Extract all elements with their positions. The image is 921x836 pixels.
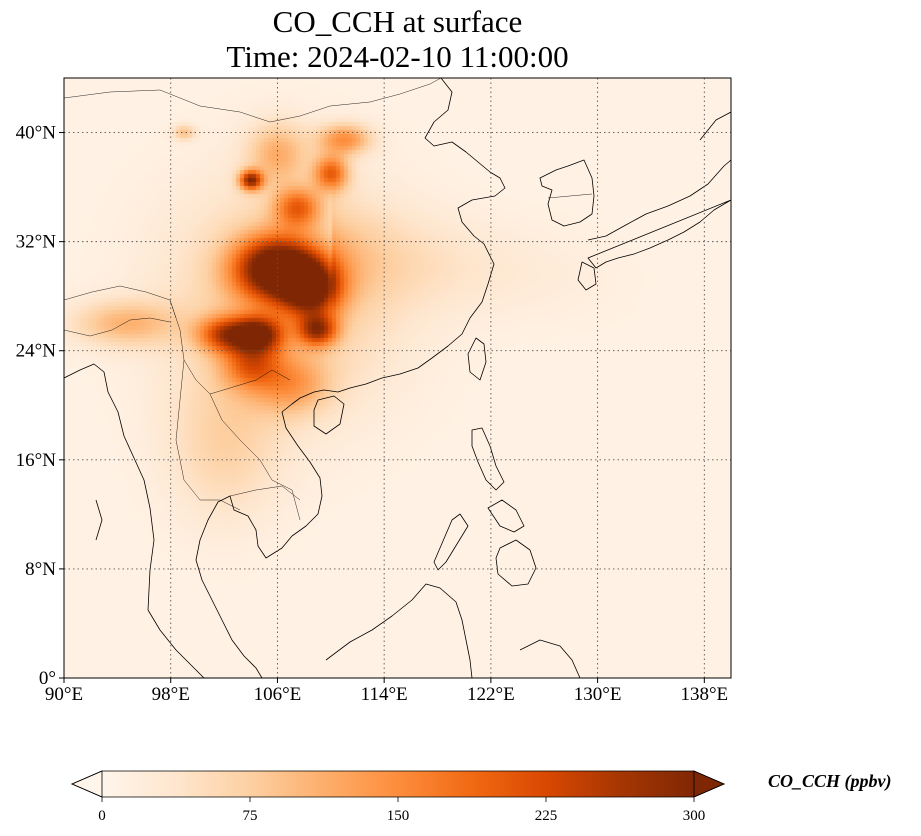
- border-mongolia: [64, 78, 442, 123]
- colorbar-ticks: 0 75 150 225 300: [98, 797, 705, 824]
- island-palawan: [433, 513, 469, 571]
- longitude-tick-label: 130°E: [574, 684, 622, 705]
- colorbar-tick-label: 75: [243, 808, 258, 824]
- longitude-tick-label: 138°E: [680, 684, 728, 705]
- island-japan: [587, 159, 731, 269]
- graticule: [64, 78, 731, 678]
- latitude-tick-label: 16°N: [16, 450, 57, 471]
- border-korea-dmz: [547, 193, 593, 199]
- island-borneo: [325, 583, 473, 678]
- colorbar-extend-high: [693, 770, 726, 798]
- longitude-tick-label: 122°E: [467, 684, 515, 705]
- map-title-line1: CO_CCH at surface: [272, 4, 523, 39]
- coastlines: [64, 78, 731, 678]
- coastline-sulawesi: [519, 639, 581, 678]
- border-bangladesh: [64, 317, 171, 337]
- longitude-tick-label: 106°E: [254, 684, 302, 705]
- colorbar-label: CO_CCH (ppbv): [768, 771, 892, 792]
- borders: [64, 78, 593, 521]
- latitude-tick-label: 8°N: [25, 559, 56, 580]
- colorbar-tick-label: 225: [535, 808, 558, 824]
- colorbar-tick-label: 300: [683, 808, 706, 824]
- border-laos-vietnam: [209, 393, 301, 521]
- island-visayas: [487, 499, 525, 533]
- border-thailand: [175, 359, 241, 511]
- island-sri-lanka-hint: [95, 499, 103, 541]
- colorbar-tick-label: 150: [387, 808, 410, 824]
- island-mindanao: [495, 539, 537, 587]
- island-hokkaido: [699, 111, 731, 141]
- longitude-tick-label: 90°E: [45, 684, 83, 705]
- coastline-malaya: [147, 609, 205, 678]
- colorbar-tick-label: 0: [98, 808, 106, 824]
- latitude-tick-label: 0°: [39, 668, 56, 689]
- colorbar-ramp: [102, 771, 694, 797]
- map-panel: [63, 77, 732, 679]
- peninsula-korea: [539, 159, 595, 227]
- latitude-tick-label: 24°N: [16, 341, 57, 362]
- longitude-tick-label: 98°E: [152, 684, 190, 705]
- colorbar-extend-low: [70, 770, 103, 798]
- map-frame: [63, 77, 732, 679]
- island-kyushu: [577, 261, 597, 291]
- coastline-east-asia: [195, 78, 506, 678]
- latitude-ticks: 0° 8°N 16°N 24°N 32°N 40°N: [16, 123, 64, 689]
- island-taiwan: [467, 337, 487, 381]
- colorbar: 0 75 150 225 300 CO_CCH (ppbv): [70, 770, 892, 824]
- latitude-tick-label: 32°N: [16, 232, 57, 253]
- island-hainan: [313, 395, 345, 435]
- coastline-bay-of-bengal: [64, 363, 155, 611]
- concentration-field: [64, 78, 731, 678]
- latitude-tick-label: 40°N: [16, 123, 57, 144]
- longitude-ticks: 90°E 98°E 106°E 114°E 122°E 130°E 138°E: [45, 678, 728, 705]
- longitude-tick-label: 114°E: [361, 684, 408, 705]
- map-title-line2: Time: 2024-02-10 11:00:00: [226, 39, 569, 74]
- border-cambodia: [229, 485, 301, 501]
- island-luzon: [471, 427, 505, 491]
